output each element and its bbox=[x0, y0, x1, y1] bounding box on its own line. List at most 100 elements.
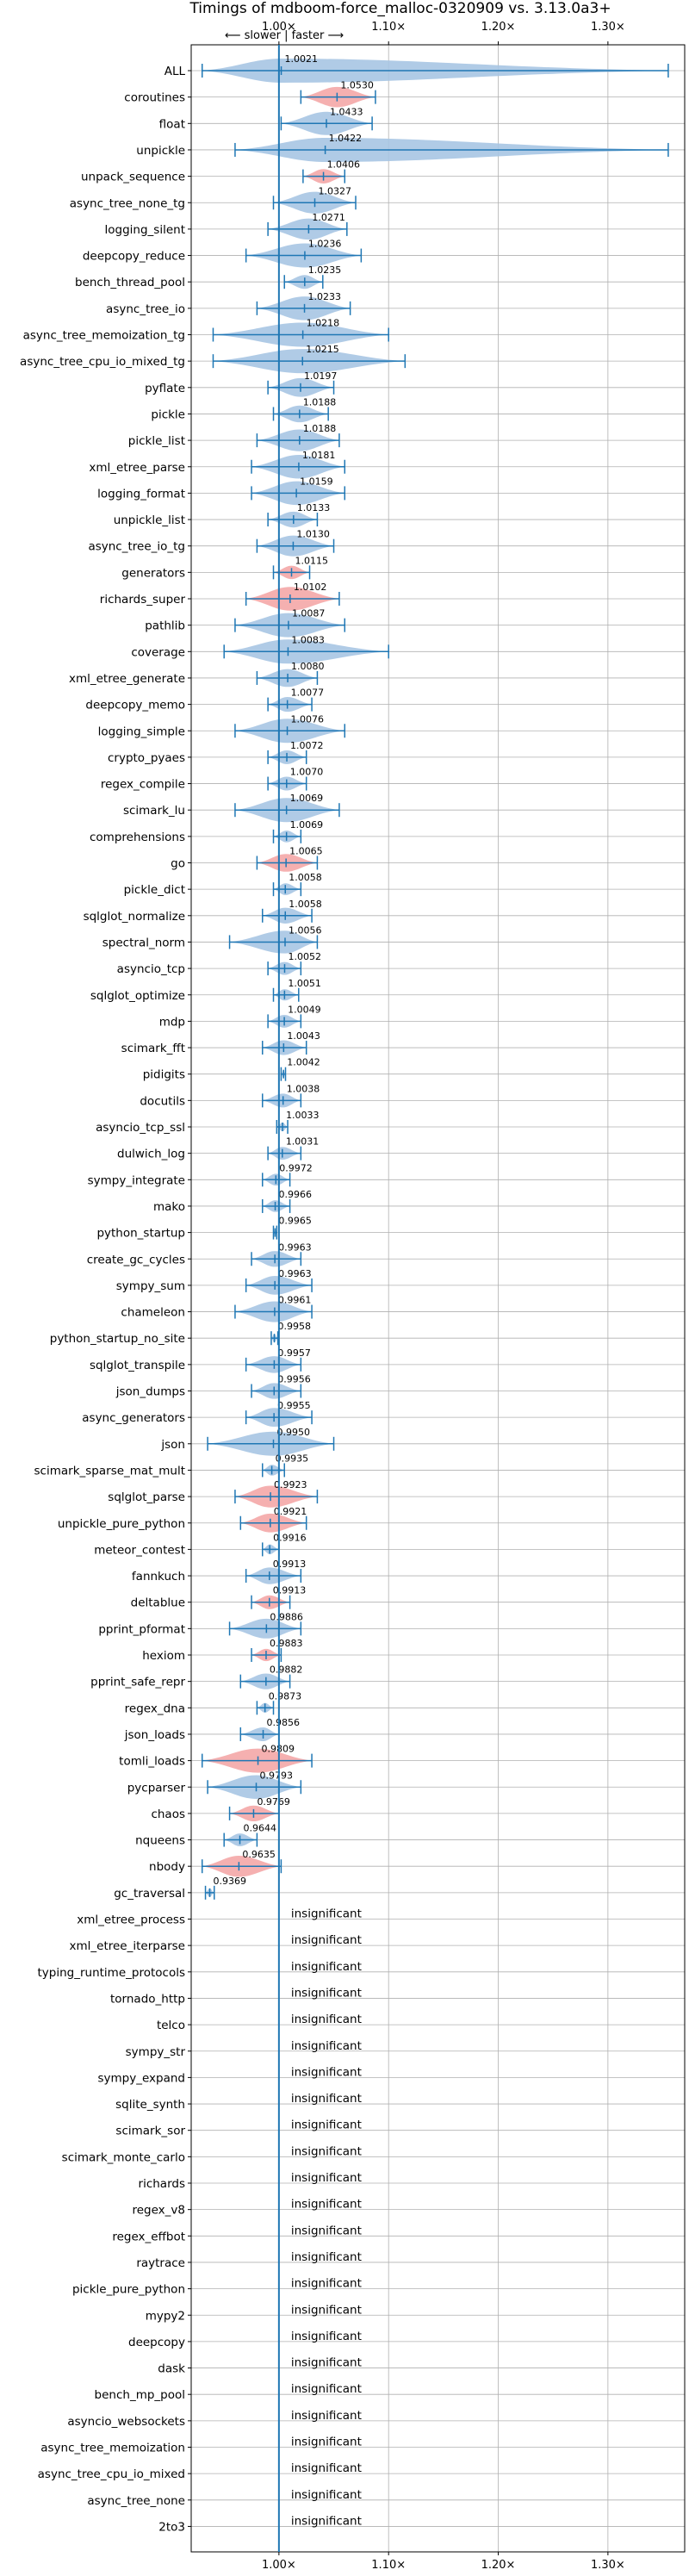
category-label: hexiom bbox=[142, 1649, 185, 1663]
category-label: ALL bbox=[164, 65, 186, 78]
category-label: async_tree_none bbox=[87, 2494, 185, 2508]
category-label: nqueens bbox=[135, 1834, 185, 1848]
category-label: sqlite_synth bbox=[115, 2098, 185, 2112]
plot-frame bbox=[190, 44, 686, 2553]
value-label: 1.0069 bbox=[290, 793, 324, 804]
insignificant-label: insignificant bbox=[291, 2488, 362, 2502]
value-label: 0.9958 bbox=[278, 1321, 312, 1332]
category-label: chaos bbox=[151, 1808, 185, 1821]
category-label: telco bbox=[157, 2019, 185, 2032]
insignificant-label: insignificant bbox=[291, 1933, 362, 1947]
value-label: 0.9957 bbox=[277, 1347, 311, 1359]
value-label: 1.0021 bbox=[285, 53, 319, 65]
value-label: 1.0076 bbox=[291, 713, 325, 725]
category-label: async_tree_none_tg bbox=[70, 196, 185, 210]
category-label: go bbox=[171, 857, 185, 871]
insignificant-label: insignificant bbox=[291, 2514, 362, 2528]
category-label: logging_simple bbox=[98, 725, 185, 738]
value-label: 0.9882 bbox=[270, 1664, 303, 1676]
value-label: 1.0233 bbox=[308, 291, 342, 302]
value-label: 1.0188 bbox=[303, 423, 337, 434]
category-label: raytrace bbox=[136, 2256, 185, 2270]
category-label: asyncio_tcp_ssl bbox=[96, 1121, 185, 1135]
value-label: 0.9921 bbox=[274, 1506, 307, 1517]
x-tick-label-bottom: 1.10× bbox=[371, 2559, 406, 2572]
value-label: 0.9950 bbox=[277, 1427, 311, 1438]
insignificant-label: insignificant bbox=[291, 2065, 362, 2079]
value-label: 0.9955 bbox=[277, 1400, 311, 1411]
insignificant-label: insignificant bbox=[291, 2356, 362, 2370]
category-label: pidigits bbox=[143, 1068, 185, 1082]
category-label: json_loads bbox=[124, 1728, 185, 1742]
insignificant-label: insignificant bbox=[291, 2303, 362, 2317]
x-tick-label-top: 1.30× bbox=[591, 21, 625, 34]
category-label: regex_dna bbox=[125, 1702, 185, 1715]
value-label: 0.9883 bbox=[270, 1638, 303, 1649]
insignificant-label: insignificant bbox=[291, 2224, 362, 2237]
category-label: pyflate bbox=[145, 382, 185, 395]
category-label: deepcopy_memo bbox=[85, 699, 185, 712]
plot-border bbox=[190, 44, 686, 2553]
category-label: scimark_sparse_mat_mult bbox=[34, 1464, 185, 1478]
value-label: 1.0235 bbox=[308, 264, 342, 276]
category-label: sympy_sum bbox=[116, 1279, 185, 1293]
category-label: deepcopy_reduce bbox=[83, 250, 185, 264]
category-label: pickle_dict bbox=[124, 883, 185, 897]
category-label: typing_runtime_protocols bbox=[38, 1966, 186, 1980]
value-label: 1.0077 bbox=[291, 688, 325, 699]
category-label: python_startup bbox=[96, 1227, 185, 1241]
value-label: 1.0271 bbox=[312, 212, 345, 223]
category-label: mypy2 bbox=[146, 2309, 185, 2323]
category-label: sqlglot_optimize bbox=[90, 989, 185, 1003]
category-label: meteor_contest bbox=[94, 1543, 185, 1557]
category-label: deltablue bbox=[131, 1596, 185, 1610]
category-label: sympy_str bbox=[126, 2045, 186, 2059]
value-label: 1.0181 bbox=[302, 450, 336, 461]
category-label: sympy_expand bbox=[97, 2071, 185, 2085]
value-label: 0.9635 bbox=[242, 1849, 276, 1860]
category-label: docutils bbox=[140, 1094, 185, 1108]
value-label: 1.0065 bbox=[289, 846, 323, 857]
x-tick-label-top: 1.20× bbox=[481, 21, 516, 34]
value-label: 0.9913 bbox=[273, 1559, 307, 1570]
value-label: 1.0069 bbox=[290, 819, 324, 831]
value-label: 1.0115 bbox=[295, 555, 329, 566]
x-tick-label-top: 1.10× bbox=[371, 21, 406, 34]
category-label: asyncio_websockets bbox=[67, 2415, 185, 2429]
insignificant-label: insignificant bbox=[291, 2461, 362, 2475]
value-label: 0.9963 bbox=[278, 1241, 312, 1253]
category-label: scimark_fft bbox=[121, 1042, 185, 1055]
category-label: coverage bbox=[131, 645, 185, 659]
value-label: 1.0072 bbox=[290, 740, 324, 751]
x-tick-label-top: 1.00× bbox=[262, 21, 296, 34]
value-label: 1.0038 bbox=[287, 1083, 320, 1094]
category-label: comprehensions bbox=[90, 831, 185, 844]
value-label: 1.0406 bbox=[327, 159, 361, 171]
value-label: 0.9769 bbox=[257, 1796, 290, 1808]
insignificant-label: insignificant bbox=[291, 2198, 362, 2212]
value-label: 0.9886 bbox=[270, 1611, 303, 1622]
category-label: fannkuch bbox=[132, 1570, 185, 1584]
value-label: 1.0070 bbox=[290, 767, 324, 778]
gridlines bbox=[191, 45, 685, 2552]
x-tick-label-bottom: 1.20× bbox=[481, 2559, 516, 2572]
value-label: 0.9966 bbox=[279, 1189, 313, 1200]
value-label: 1.0031 bbox=[286, 1136, 320, 1148]
value-label: 1.0422 bbox=[329, 133, 363, 144]
category-label: async_tree_memoization bbox=[40, 2442, 185, 2455]
value-label: 1.0215 bbox=[306, 344, 339, 355]
value-label: 0.9856 bbox=[267, 1717, 301, 1728]
x-axis-ticks: 1.00× 1.00× 1.10× 1.10× 1.20× 1.20× 1.30× 1.30× bbox=[262, 21, 625, 2572]
category-label: logging_silent bbox=[105, 223, 185, 237]
category-label: async_tree_io bbox=[106, 302, 185, 316]
chart-title: Timings of mdboom-force_malloc-0320909 v… bbox=[189, 0, 611, 17]
value-label: 1.0056 bbox=[289, 924, 322, 936]
insignificant-label: insignificant bbox=[291, 1960, 362, 1974]
value-label: 1.0083 bbox=[291, 634, 325, 645]
value-label: 1.0159 bbox=[300, 476, 333, 487]
value-label: 1.0087 bbox=[292, 608, 326, 619]
value-label: 0.9961 bbox=[278, 1295, 312, 1306]
category-label: mdp bbox=[159, 1015, 185, 1029]
value-label: 1.0433 bbox=[330, 106, 363, 117]
value-label: 1.0033 bbox=[286, 1110, 320, 1121]
